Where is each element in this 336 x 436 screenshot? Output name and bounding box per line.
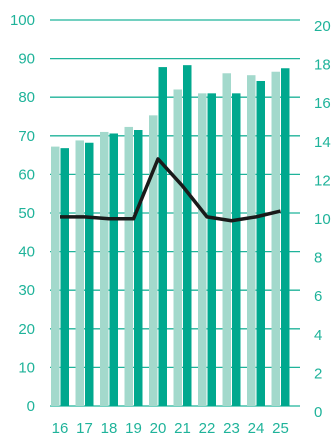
bar-18-series-2 — [109, 133, 118, 406]
bar-23-series-1 — [222, 73, 231, 406]
bar-21-series-1 — [173, 89, 182, 406]
bar-22-series-1 — [198, 93, 207, 406]
y-right-tick-label: 8 — [314, 250, 322, 267]
bar-25-series-1 — [271, 71, 280, 406]
bar-19-series-2 — [134, 130, 143, 406]
bar-25-series-2 — [281, 68, 290, 406]
x-tick-label: 22 — [199, 420, 216, 436]
bar-21-series-2 — [183, 65, 192, 407]
y-left-tick-label: 30 — [18, 282, 35, 299]
x-tick-label: 16 — [52, 420, 69, 436]
y-left-tick-label: 60 — [18, 166, 35, 183]
axis-labels: 0102030405060708090100024681012141618201… — [10, 12, 331, 436]
bar-24-series-2 — [256, 80, 265, 406]
bar-16-series-1 — [51, 146, 60, 406]
x-tick-label: 18 — [101, 420, 118, 436]
y-left-tick-label: 90 — [18, 51, 35, 68]
line-series — [59, 157, 281, 223]
bars — [51, 65, 290, 407]
y-left-tick-label: 0 — [27, 398, 35, 415]
x-tick-label: 25 — [272, 420, 289, 436]
bar-16-series-2 — [60, 148, 69, 407]
y-left-tick-label: 20 — [18, 321, 35, 338]
y-right-tick-label: 16 — [314, 95, 331, 112]
y-right-tick-label: 10 — [314, 211, 331, 228]
line-series-1 — [60, 157, 281, 223]
x-tick-label: 20 — [150, 420, 167, 436]
bar-20-series-1 — [149, 115, 158, 406]
bar-17-series-2 — [85, 142, 94, 407]
y-right-tick-label: 20 — [314, 18, 331, 35]
y-right-tick-label: 14 — [314, 134, 331, 151]
y-left-tick-label: 50 — [18, 205, 35, 222]
x-tick-label: 19 — [125, 420, 142, 436]
x-tick-label: 24 — [248, 420, 265, 436]
x-tick-label: 21 — [174, 420, 191, 436]
y-left-tick-label: 70 — [18, 128, 35, 145]
y-right-tick-label: 0 — [314, 404, 322, 421]
x-tick-label: 17 — [76, 420, 93, 436]
bar-23-series-2 — [232, 93, 241, 406]
bar-19-series-1 — [124, 126, 133, 406]
y-left-tick-label: 100 — [10, 12, 35, 29]
bar-22-series-2 — [207, 93, 216, 406]
y-left-tick-label: 10 — [18, 359, 35, 376]
bar-20-series-2 — [158, 67, 167, 406]
y-left-tick-label: 80 — [18, 89, 35, 106]
y-right-tick-label: 4 — [314, 327, 322, 344]
bar-17-series-1 — [75, 140, 84, 406]
bar-24-series-1 — [247, 75, 256, 406]
x-tick-label: 23 — [223, 420, 240, 436]
y-right-tick-label: 6 — [314, 288, 322, 305]
y-left-tick-label: 40 — [18, 244, 35, 261]
bar-18-series-1 — [100, 131, 109, 406]
y-right-tick-label: 18 — [314, 57, 331, 74]
y-right-tick-label: 12 — [314, 172, 331, 189]
y-right-tick-label: 2 — [314, 365, 322, 382]
